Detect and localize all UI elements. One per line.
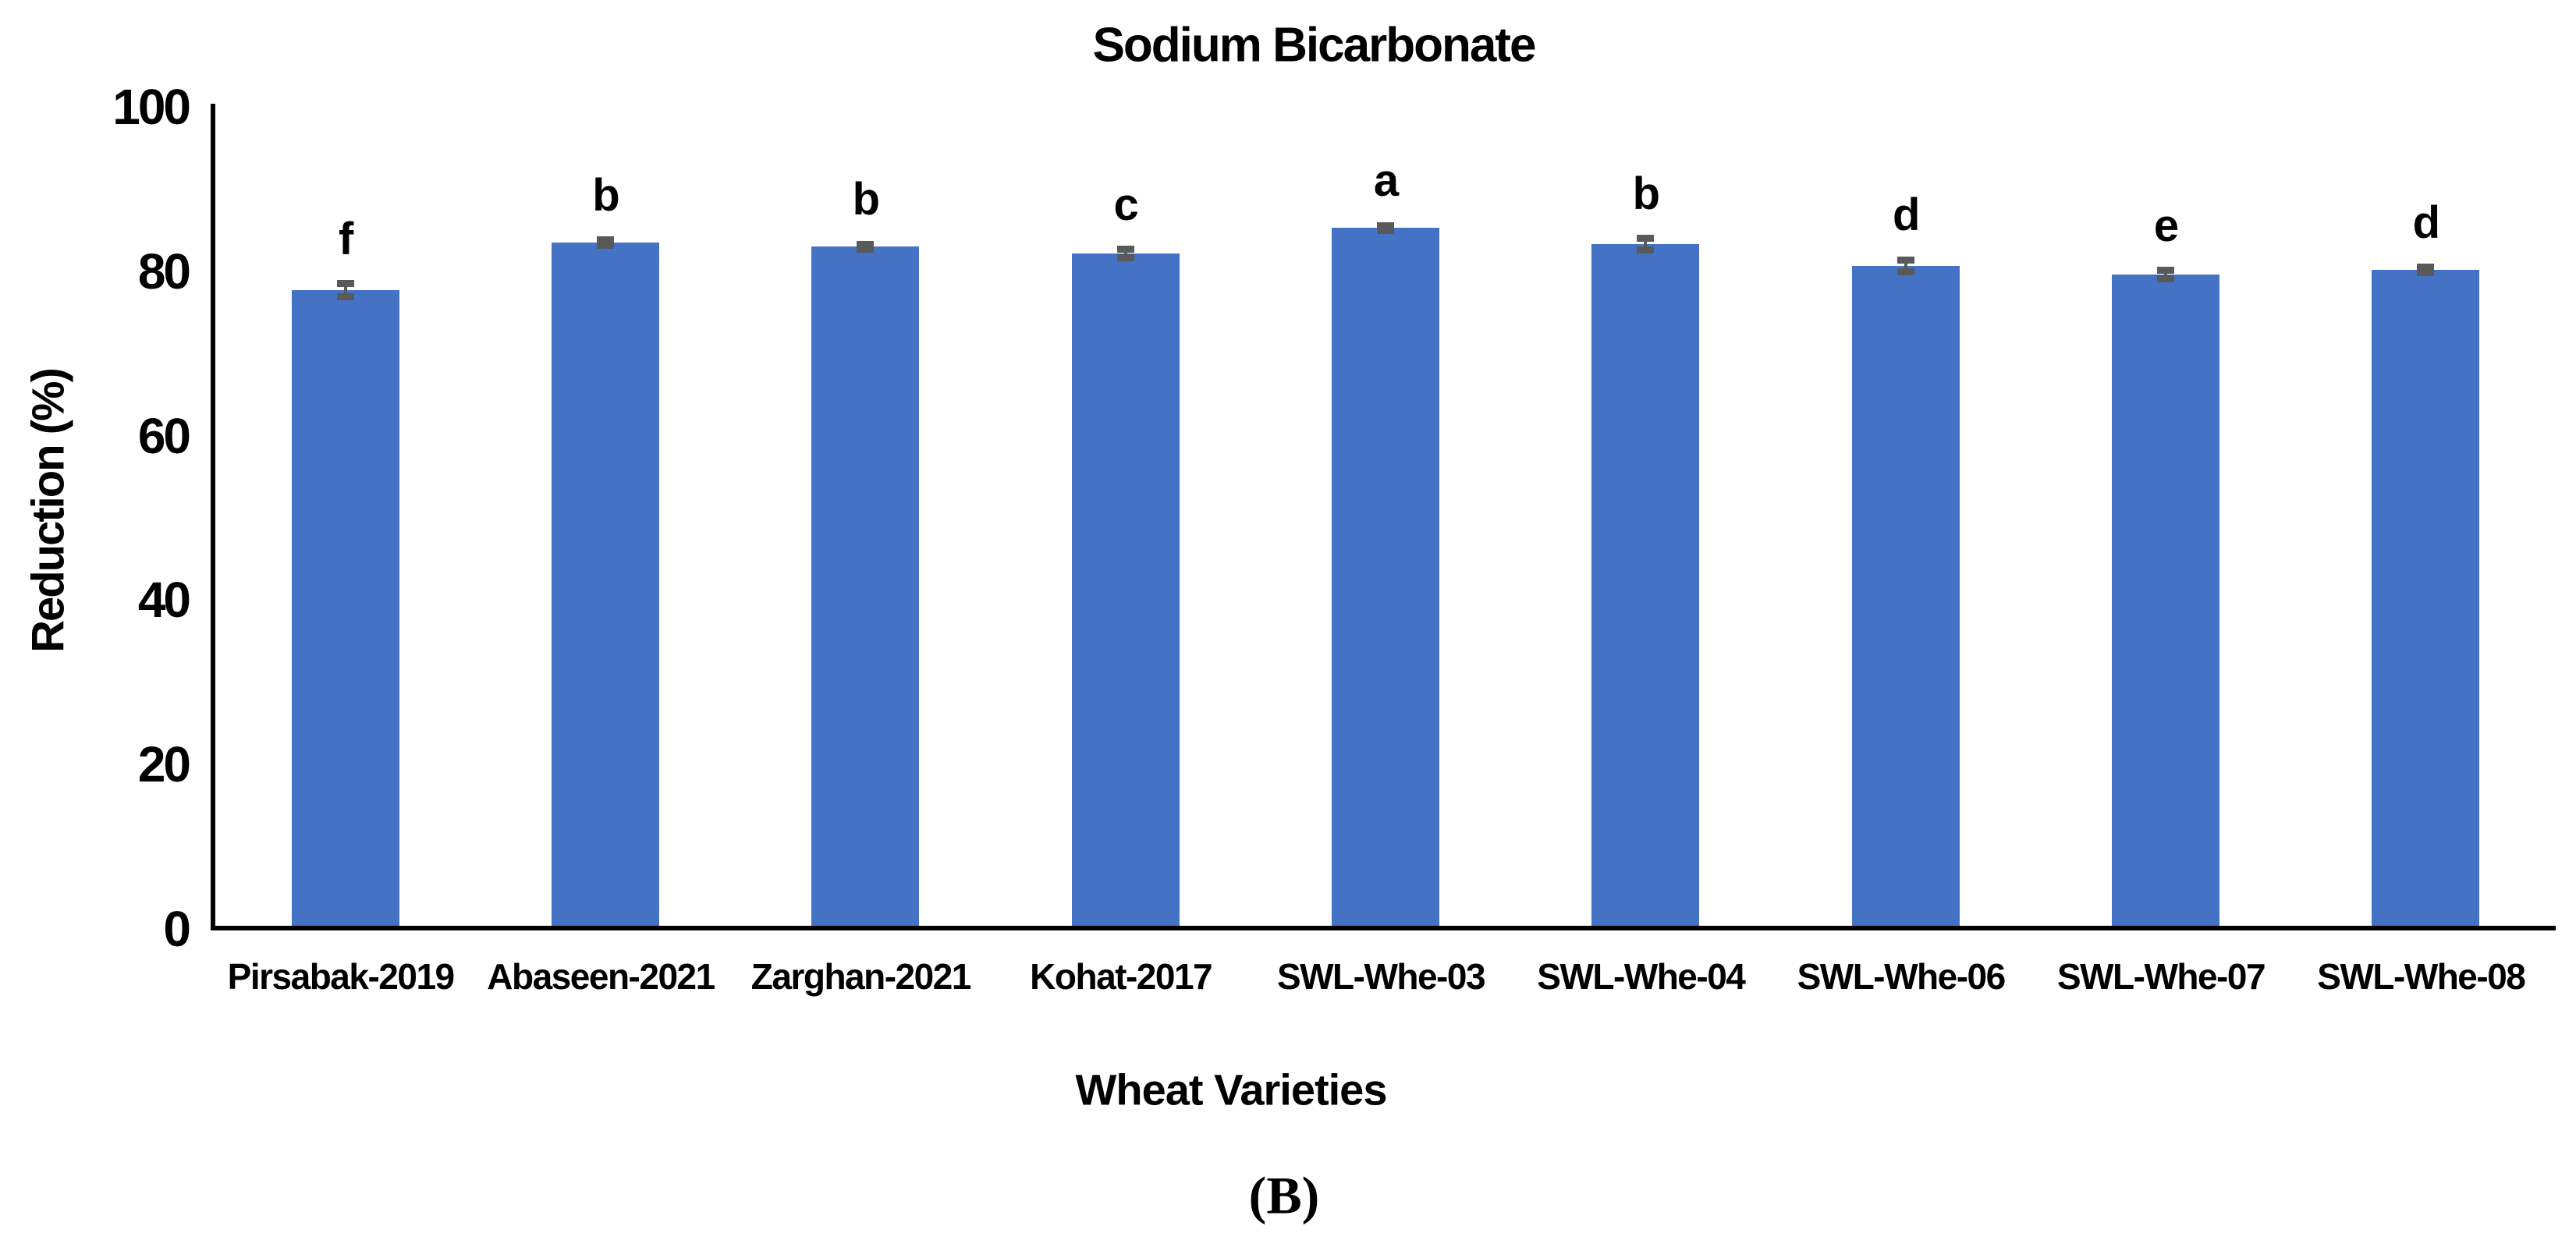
x-tick-label: Zarghan-2021 xyxy=(750,956,972,997)
x-tick-label: SWL-Whe-03 xyxy=(1276,956,1486,997)
x-tick-label: SWL-Whe-08 xyxy=(2317,956,2526,997)
error-bar-cap xyxy=(1897,268,1914,275)
x-tick-label: Pirsabak-2019 xyxy=(227,956,455,997)
error-bar-cap xyxy=(857,240,875,248)
x-tick-label: SWL-Whe-07 xyxy=(2056,956,2266,997)
error-bar-cap xyxy=(1116,253,1134,261)
error-bar-cap xyxy=(1637,235,1655,243)
y-tick-label: 40 xyxy=(137,572,191,629)
y-tick-label: 80 xyxy=(137,243,191,299)
panel-label: (B) xyxy=(1248,1165,1320,1225)
error-bar xyxy=(2164,270,2167,279)
significance-letter: f xyxy=(338,213,353,264)
error-bar-cap xyxy=(597,236,614,244)
plot-area: f b b c a b d e d xyxy=(211,104,2556,930)
error-bar-cap xyxy=(2417,264,2435,271)
bar-swl-whe-07 xyxy=(2112,275,2219,926)
y-tick-label: 20 xyxy=(137,736,191,793)
y-tick-label: 0 xyxy=(163,901,191,957)
x-tick-label: Kohat-2017 xyxy=(1030,956,1212,997)
significance-letter: c xyxy=(1113,179,1139,230)
bar-abaseen-2021 xyxy=(552,243,659,926)
error-bar-cap xyxy=(857,246,875,253)
bar-zarghan-2021 xyxy=(811,246,920,926)
error-bar-cap xyxy=(2157,275,2174,283)
x-tick-label: Abaseen-2021 xyxy=(487,956,715,997)
error-bar-cap xyxy=(1116,246,1134,253)
bar-kohat-2017 xyxy=(1071,253,1180,926)
bar-swl-whe-06 xyxy=(1851,265,1960,926)
bar-swl-whe-03 xyxy=(1332,228,1439,926)
significance-letter: d xyxy=(2412,197,2440,248)
significance-letter: d xyxy=(1892,190,1920,241)
error-bar-cap xyxy=(2417,268,2435,276)
significance-letter: e xyxy=(2153,200,2179,251)
significance-letter: b xyxy=(1632,168,1660,219)
error-bar xyxy=(1123,249,1127,258)
error-bar xyxy=(1644,238,1648,250)
error-bar xyxy=(343,283,347,297)
significance-letter: a xyxy=(1373,155,1399,206)
y-tick-label: 100 xyxy=(112,79,191,135)
error-bar-cap xyxy=(597,241,614,249)
x-axis-label: Wheat Varieties xyxy=(1075,1065,1388,1115)
error-bar-cap xyxy=(1377,226,1394,234)
bar-swl-whe-04 xyxy=(1591,244,1700,926)
chart-title: Sodium Bicarbonate xyxy=(1092,18,1537,73)
significance-letter: b xyxy=(592,169,619,221)
significance-letter: b xyxy=(852,174,880,225)
error-bar-cap xyxy=(2157,267,2174,275)
error-bar-cap xyxy=(336,280,354,288)
y-tick-label: 60 xyxy=(137,407,191,464)
bar-swl-whe-08 xyxy=(2372,269,2480,926)
error-bar-cap xyxy=(1637,246,1655,254)
error-bar-cap xyxy=(1377,221,1394,229)
error-bar xyxy=(1904,260,1907,272)
x-tick-label: SWL-Whe-04 xyxy=(1537,956,1746,997)
x-tick-label: SWL-Whe-06 xyxy=(1797,956,2007,997)
bar-pirsabak-2019 xyxy=(291,290,399,926)
error-bar-cap xyxy=(336,293,354,301)
error-bar-cap xyxy=(1897,256,1914,264)
